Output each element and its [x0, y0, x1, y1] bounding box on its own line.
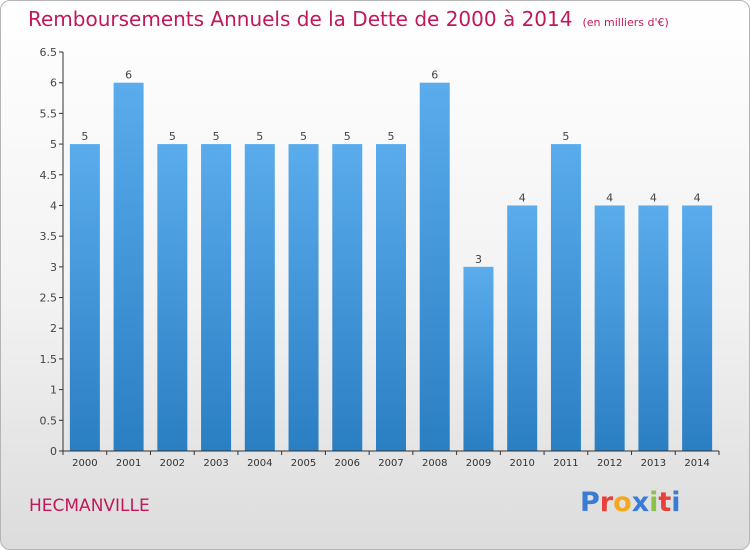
- y-tick-label-0: 0: [50, 445, 57, 458]
- x-tick-label-2003: 2003: [203, 458, 228, 469]
- logo-letter: i: [649, 487, 659, 518]
- y-tick-label-4: 4: [50, 199, 57, 212]
- logo-letter: t: [658, 487, 672, 518]
- y-tick-label-0.5: 0.5: [40, 414, 58, 427]
- bar-2003: [201, 144, 232, 452]
- data-label-2003: 5: [213, 130, 220, 143]
- commune-name: HECMANVILLE: [29, 496, 150, 516]
- x-tick-label-2005: 2005: [291, 458, 316, 469]
- x-tick-label-2014: 2014: [684, 458, 709, 469]
- x-tick-label-2009: 2009: [466, 458, 491, 469]
- x-tick-label-2011: 2011: [553, 458, 578, 469]
- logo-letter: i: [671, 487, 681, 518]
- title-unit: (en milliers d'€): [582, 16, 669, 29]
- data-label-2013: 4: [650, 191, 657, 204]
- y-tick-label-3.5: 3.5: [40, 230, 58, 243]
- x-tick-label-2008: 2008: [422, 458, 447, 469]
- title-text: Remboursements Annuels de la Dette de 20…: [28, 7, 573, 31]
- x-tick-label-2006: 2006: [335, 458, 360, 469]
- bar-2011: [550, 144, 581, 452]
- x-tick-label-2010: 2010: [509, 458, 534, 469]
- proxiti-logo: Proxiti: [580, 487, 681, 518]
- data-label-2000: 5: [81, 130, 88, 143]
- logo-letter: o: [613, 487, 632, 518]
- data-label-2009: 3: [475, 253, 482, 266]
- bar-2004: [244, 144, 275, 452]
- x-tick-label-2013: 2013: [641, 458, 666, 469]
- x-tick-label-2000: 2000: [72, 458, 97, 469]
- x-tick-label-2001: 2001: [116, 458, 141, 469]
- bar-2008: [419, 82, 450, 451]
- y-tick-label-5.5: 5.5: [40, 107, 58, 120]
- bar-2012: [594, 205, 625, 451]
- bar-2001: [113, 82, 144, 451]
- data-label-2007: 5: [388, 130, 395, 143]
- x-tick-label-2004: 2004: [247, 458, 272, 469]
- y-tick-label-4.5: 4.5: [40, 169, 58, 182]
- axes-group: [59, 51, 720, 455]
- x-tick-label-2002: 2002: [160, 458, 185, 469]
- data-label-2004: 5: [256, 130, 263, 143]
- y-tick-label-6.5: 6.5: [40, 46, 58, 59]
- y-tick-label-1.5: 1.5: [40, 353, 58, 366]
- data-label-2001: 6: [125, 69, 132, 82]
- x-tick-label-2012: 2012: [597, 458, 622, 469]
- bar-2006: [332, 144, 363, 452]
- chart-title: Remboursements Annuels de la Dette de 20…: [28, 7, 669, 31]
- y-tick-label-6: 6: [50, 77, 57, 90]
- bar-2013: [638, 205, 669, 451]
- bar-2005: [288, 144, 319, 452]
- labels-group: 5 2000 6 2001 5 2002 5 2003 5 2004 5 2005 5 2006 5 2007…: [40, 46, 710, 469]
- data-label-2002: 5: [169, 130, 176, 143]
- y-tick-label-5: 5: [50, 138, 57, 151]
- y-tick-label-1: 1: [50, 384, 57, 397]
- bar-2009: [463, 266, 494, 451]
- y-tick-label-2: 2: [50, 322, 57, 335]
- bar-2002: [157, 144, 188, 452]
- data-label-2010: 4: [519, 191, 526, 204]
- bar-2007: [376, 144, 406, 452]
- data-label-2012: 4: [606, 191, 613, 204]
- data-label-2008: 6: [431, 69, 438, 82]
- y-tick-label-3: 3: [50, 261, 57, 274]
- bar-2000: [69, 144, 100, 452]
- data-label-2005: 5: [300, 130, 307, 143]
- data-label-2006: 5: [344, 130, 351, 143]
- data-label-2014: 4: [694, 191, 701, 204]
- bar-2014: [682, 205, 713, 451]
- logo-letter: r: [599, 487, 614, 518]
- bar-2010: [507, 205, 538, 451]
- bars-group: [69, 82, 713, 452]
- data-label-2011: 5: [562, 130, 569, 143]
- x-tick-label-2007: 2007: [378, 458, 403, 469]
- y-tick-label-2.5: 2.5: [40, 292, 58, 305]
- logo-letter: P: [580, 487, 600, 518]
- logo-letter: x: [631, 487, 650, 518]
